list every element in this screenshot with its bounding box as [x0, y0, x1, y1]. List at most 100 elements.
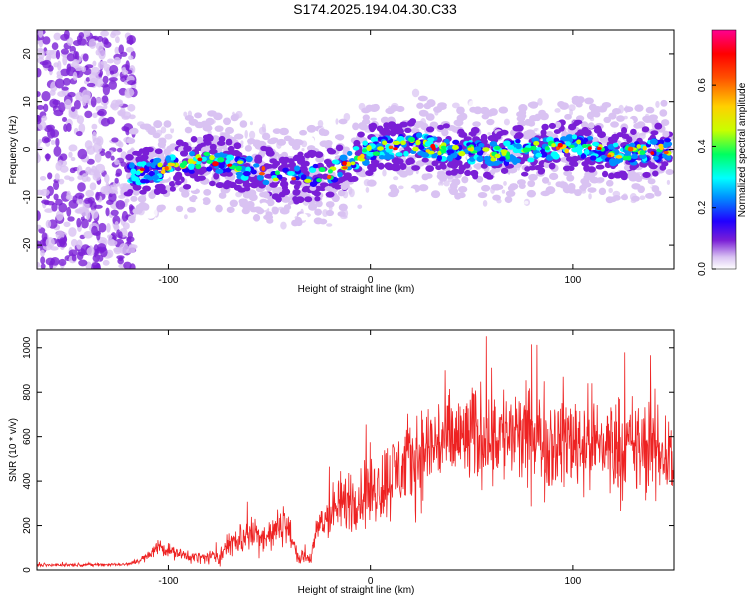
heatmap-cell: [516, 111, 524, 118]
heatmap-cell: [77, 175, 84, 180]
heatmap-cell: [183, 111, 188, 117]
heatmap-cell: [152, 132, 161, 139]
heatmap-cell: [44, 208, 54, 213]
heatmap-cell: [270, 163, 278, 169]
heatmap-cell: [418, 184, 429, 192]
heatmap-cell: [573, 189, 582, 197]
heatmap-cell: [37, 146, 44, 152]
heatmap-cell: [368, 124, 377, 132]
heatmap-cell: [313, 190, 321, 197]
heatmap-cell: [325, 201, 335, 208]
heatmap-cell: [631, 195, 640, 202]
heatmap-cell: [128, 244, 136, 254]
heatmap-cell: [106, 223, 111, 233]
heatmap-cell: [308, 167, 317, 173]
heatmap-cell: [245, 155, 253, 163]
heatmap-cell: [40, 249, 45, 257]
heatmap-cell: [564, 113, 572, 120]
heatmap-cell: [148, 141, 155, 147]
heatmap-cell: [38, 30, 44, 38]
heatmap-cell: [225, 167, 232, 173]
heatmap-cell: [659, 109, 668, 117]
heatmap-cell: [254, 154, 263, 162]
heatmap-cell: [440, 148, 447, 154]
heatmap-cell: [92, 172, 102, 181]
heatmap-cell: [372, 151, 381, 156]
heatmap-cell: [665, 169, 674, 176]
heatmap-cell: [156, 204, 164, 213]
heatmap-cell: [600, 154, 607, 160]
heatmap-cell: [385, 148, 393, 153]
heatmap-cell: [421, 157, 429, 163]
heatmap-cell: [659, 139, 665, 145]
heatmap-cell: [107, 184, 118, 194]
heatmap-cell: [118, 194, 126, 199]
heatmap-cell: [403, 150, 409, 157]
heatmap-cell: [265, 147, 274, 155]
heatmap-cell: [605, 179, 614, 187]
y-tick-label: 0: [22, 567, 33, 573]
heatmap-cell: [570, 155, 580, 162]
heatmap-cell: [215, 181, 225, 189]
heatmap-cell: [595, 164, 605, 170]
heatmap-cell: [76, 115, 85, 124]
x-tick-label: -100: [158, 275, 178, 286]
heatmap-cell: [148, 126, 156, 135]
heatmap-cell: [653, 155, 659, 161]
heatmap-cell: [127, 103, 136, 112]
heatmap-cell: [114, 46, 120, 55]
heatmap-cell: [405, 158, 413, 166]
heatmap-cell: [41, 115, 48, 121]
heatmap-cell: [659, 146, 664, 151]
heatmap-cell: [94, 152, 102, 163]
heatmap-cell: [102, 75, 109, 84]
heatmap-cell: [66, 122, 72, 133]
heatmap-cell: [244, 129, 248, 139]
heatmap-cell: [524, 200, 529, 205]
heatmap-cell: [398, 185, 404, 190]
heatmap-cell: [103, 104, 108, 110]
heatmap-cell: [66, 63, 72, 73]
heatmap-cell: [308, 150, 316, 159]
heatmap-cell: [230, 114, 239, 122]
heatmap-cell: [213, 172, 220, 180]
heatmap-cell: [182, 183, 192, 190]
spectrogram-y-label: Frequency (Hz): [8, 116, 19, 185]
y-tick-label: 600: [22, 428, 33, 445]
heatmap-cell: [76, 217, 82, 228]
heatmap-cell: [68, 199, 79, 209]
heatmap-cell: [139, 167, 145, 171]
heatmap-cell: [430, 190, 441, 199]
heatmap-cell: [50, 246, 59, 251]
heatmap-cell: [451, 168, 460, 174]
heatmap-cell: [91, 225, 98, 236]
heatmap-cell: [87, 197, 95, 204]
heatmap-cell: [279, 180, 289, 188]
heatmap-cell: [533, 140, 540, 146]
heatmap-cell: [72, 71, 78, 81]
heatmap-cell: [53, 32, 62, 41]
heatmap-cell: [279, 127, 289, 136]
heatmap-cell: [282, 167, 289, 173]
heatmap-cell: [564, 148, 569, 154]
heatmap-cell: [272, 128, 282, 134]
heatmap-cell: [168, 181, 176, 187]
heatmap-cell: [187, 158, 194, 164]
heatmap-cell: [551, 96, 559, 104]
heatmap-cell: [393, 147, 398, 151]
heatmap-cell: [45, 237, 55, 248]
heatmap-cell: [541, 123, 549, 131]
heatmap-cell: [662, 130, 670, 138]
heatmap-cell: [536, 147, 542, 151]
spectrogram-x-label: Height of straight line (km): [298, 284, 415, 295]
heatmap-cell: [203, 188, 212, 196]
heatmap-cell: [365, 104, 374, 112]
heatmap-cell: [584, 97, 594, 105]
heatmap-cell: [195, 163, 202, 170]
heatmap-cell: [253, 163, 260, 168]
heatmap-cell: [263, 191, 270, 199]
heatmap-cell: [235, 171, 244, 176]
heatmap-cell: [227, 145, 235, 153]
heatmap-cell: [77, 182, 86, 192]
